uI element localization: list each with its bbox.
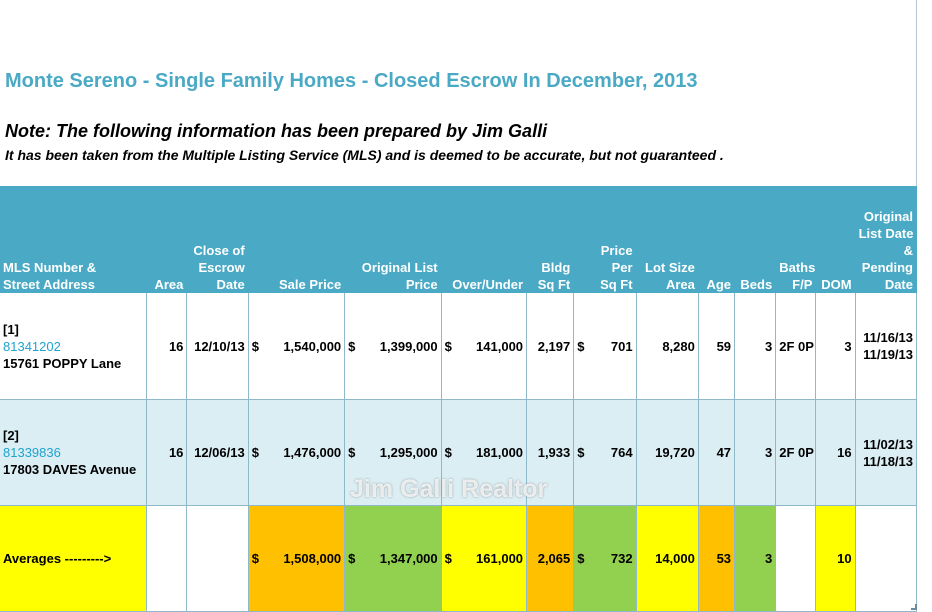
- lot-size-cell: 8,280: [636, 293, 699, 400]
- header-sale-price: Sale Price: [248, 186, 346, 293]
- header-beds: Beds: [734, 186, 777, 293]
- price-per-sqft-cell: $701: [573, 293, 637, 400]
- sale-price-cell: $1,540,000: [248, 293, 346, 400]
- bldg-sqft-cell: 2,197: [526, 293, 575, 400]
- prepared-by-note: Note: The following information has been…: [5, 121, 548, 141]
- baths-cell: 2F 0P: [775, 293, 817, 400]
- header-baths: Baths F/P: [775, 186, 817, 293]
- header-age: Age: [698, 186, 736, 293]
- orig-list-price-cell: $1,399,000: [344, 293, 442, 400]
- table-row: [1] 81341202 15761 POPPY Lane 16 12/10/1…: [0, 293, 918, 400]
- header-area: Area: [146, 186, 188, 293]
- mls-number-link[interactable]: 81341202: [3, 338, 61, 354]
- header-row: MLS Number & Street Address Area Close of…: [0, 186, 918, 293]
- age-cell: 59: [698, 293, 736, 400]
- orig-list-price-cell: $1,295,000: [344, 399, 442, 506]
- price-per-sqft-cell: $764: [573, 399, 637, 506]
- mls-address-cell: [1] 81341202 15761 POPPY Lane: [0, 293, 148, 400]
- disclaimer-period: .: [719, 147, 724, 163]
- header-bldg-sqft: Bldg Sq Ft: [526, 186, 575, 293]
- averages-dates-cell: [855, 505, 918, 612]
- area-cell: 16: [146, 399, 188, 506]
- header-lot-size: Lot Size Area: [636, 186, 699, 293]
- avg-sale-price-cell: $1,508,000: [248, 505, 346, 612]
- averages-close-date-cell: [186, 505, 249, 612]
- header-mls-address: MLS Number & Street Address: [0, 186, 148, 293]
- list-pending-dates-cell: 11/16/13 11/19/13: [855, 293, 918, 400]
- beds-cell: 3: [734, 293, 777, 400]
- lot-size-cell: 19,720: [636, 399, 699, 506]
- header-orig-list-price: Original List Price: [344, 186, 442, 293]
- header-over-under: Over/Under: [441, 186, 528, 293]
- over-under-cell: $181,000: [441, 399, 528, 506]
- table-row: [2] 81339836 17803 DAVES Avenue 16 12/06…: [0, 399, 918, 506]
- area-cell: 16: [146, 293, 188, 400]
- report-title: Monte Sereno - Single Family Homes - Clo…: [5, 70, 698, 92]
- mls-number-link[interactable]: 81339836: [3, 445, 61, 460]
- row-index: [2]: [3, 428, 19, 443]
- beds-cell: 3: [734, 399, 777, 506]
- mls-address-cell: [2] 81339836 17803 DAVES Avenue: [0, 399, 148, 506]
- close-date-cell: 12/10/13: [186, 293, 249, 400]
- close-date-cell: 12/06/13: [186, 399, 249, 506]
- avg-dom-cell: 10: [815, 505, 856, 612]
- avg-over-under-cell: $161,000: [441, 505, 528, 612]
- row-index: [1]: [3, 321, 19, 337]
- dom-cell: 16: [815, 399, 856, 506]
- list-pending-dates-cell: 11/02/13 11/18/13: [855, 399, 918, 506]
- bldg-sqft-cell: 1,933: [526, 399, 575, 506]
- averages-row: Averages ---------> $1,508,000 $1,347,00…: [0, 505, 918, 612]
- baths-cell: 2F 0P: [775, 399, 817, 506]
- age-cell: 47: [698, 399, 736, 506]
- resize-grip-icon[interactable]: [911, 604, 917, 610]
- mls-disclaimer: It has been taken from the Multiple List…: [5, 147, 724, 163]
- header-dom: DOM: [815, 186, 856, 293]
- header-orig-list-pending: Original List Date & Pending Date: [855, 186, 918, 293]
- avg-lot-size-cell: 14,000: [636, 505, 699, 612]
- averages-label: Averages --------->: [0, 505, 148, 612]
- avg-price-per-sqft-cell: $732: [573, 505, 637, 612]
- header-price-per-sqft: Price Per Sq Ft: [573, 186, 637, 293]
- disclaimer-text: It has been taken from the Multiple List…: [5, 147, 717, 163]
- averages-baths-cell: [775, 505, 817, 612]
- dom-cell: 3: [815, 293, 856, 400]
- avg-age-cell: 53: [698, 505, 736, 612]
- street-address: 15761 POPPY Lane: [3, 355, 122, 371]
- sale-price-cell: $1,476,000: [248, 399, 346, 506]
- header-close-date: Close of Escrow Date: [186, 186, 249, 293]
- over-under-cell: $141,000: [441, 293, 528, 400]
- avg-orig-list-price-cell: $1,347,000: [344, 505, 442, 612]
- avg-bldg-sqft-cell: 2,065: [526, 505, 575, 612]
- sales-table: MLS Number & Street Address Area Close of…: [0, 186, 918, 612]
- avg-beds-cell: 3: [734, 505, 777, 612]
- averages-area-cell: [146, 505, 188, 612]
- street-address: 17803 DAVES Avenue: [3, 462, 137, 477]
